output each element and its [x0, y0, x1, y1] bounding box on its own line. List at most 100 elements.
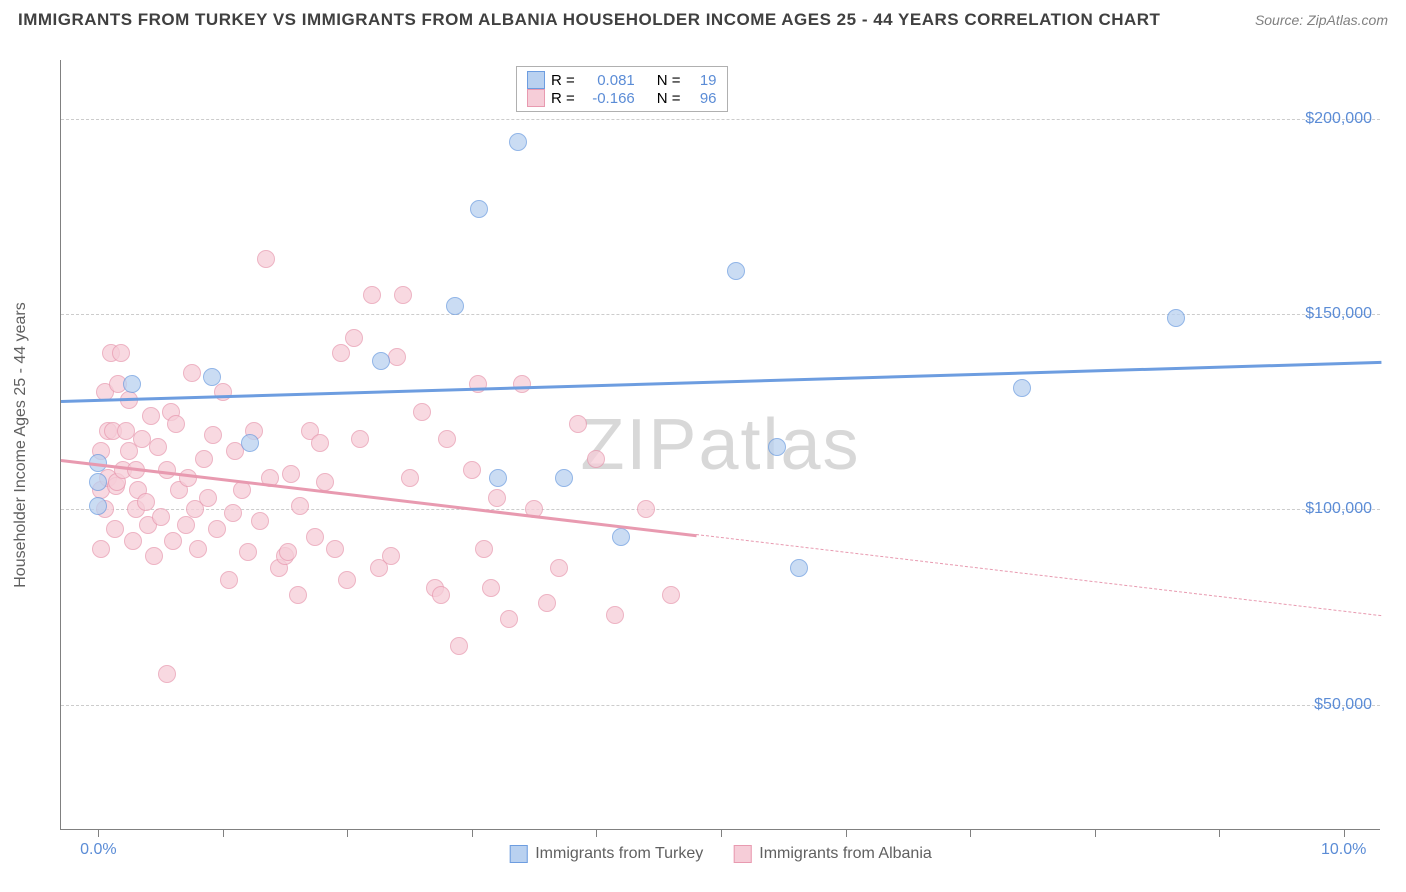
x-tick — [472, 829, 473, 837]
scatter-point — [251, 512, 269, 530]
scatter-point — [89, 497, 107, 515]
scatter-point — [89, 473, 107, 491]
legend-label: Immigrants from Albania — [759, 845, 932, 863]
scatter-point — [177, 516, 195, 534]
scatter-point — [438, 430, 456, 448]
scatter-point — [195, 450, 213, 468]
y-tick-label: $150,000 — [1305, 305, 1372, 323]
trend-line — [61, 361, 1381, 403]
x-tick — [1219, 829, 1220, 837]
scatter-point — [489, 469, 507, 487]
scatter-point — [158, 665, 176, 683]
n-value: 96 — [687, 90, 717, 107]
scatter-point — [469, 375, 487, 393]
x-tick — [1095, 829, 1096, 837]
legend-swatch — [509, 845, 527, 863]
scatter-point — [167, 415, 185, 433]
scatter-point — [382, 547, 400, 565]
scatter-point — [372, 352, 390, 370]
title-bar: IMMIGRANTS FROM TURKEY VS IMMIGRANTS FRO… — [18, 10, 1388, 30]
scatter-point — [555, 469, 573, 487]
scatter-point — [123, 375, 141, 393]
correlation-legend: R = 0.081 N = 19 R = -0.166 N = 96 — [516, 66, 728, 112]
scatter-point — [569, 415, 587, 433]
scatter-point — [316, 473, 334, 491]
scatter-point — [351, 430, 369, 448]
gridline-h — [61, 509, 1380, 510]
scatter-point — [363, 286, 381, 304]
scatter-point — [106, 520, 124, 538]
n-value: 19 — [687, 72, 717, 89]
watermark: ZIPatlas — [580, 404, 860, 486]
scatter-point — [214, 383, 232, 401]
x-tick — [846, 829, 847, 837]
scatter-point — [189, 540, 207, 558]
scatter-point — [1167, 309, 1185, 327]
scatter-point — [388, 348, 406, 366]
y-tick-label: $200,000 — [1305, 110, 1372, 128]
x-tick — [1344, 829, 1345, 837]
scatter-point — [220, 571, 238, 589]
scatter-point — [241, 434, 259, 452]
gridline-h — [61, 705, 1380, 706]
scatter-point — [345, 329, 363, 347]
scatter-point — [311, 434, 329, 452]
scatter-point — [279, 543, 297, 561]
legend-label: Immigrants from Turkey — [535, 845, 703, 863]
scatter-point — [112, 344, 130, 362]
scatter-point — [124, 532, 142, 550]
legend-swatch — [527, 89, 545, 107]
scatter-point — [257, 250, 275, 268]
scatter-point — [149, 438, 167, 456]
y-tick-label: $100,000 — [1305, 500, 1372, 518]
plot-area: ZIPatlas Householder Income Ages 25 - 44… — [60, 60, 1380, 830]
scatter-point — [768, 438, 786, 456]
scatter-point — [282, 465, 300, 483]
scatter-point — [500, 610, 518, 628]
r-value: 0.081 — [581, 72, 635, 89]
scatter-point — [432, 586, 450, 604]
scatter-point — [488, 489, 506, 507]
scatter-point — [137, 493, 155, 511]
scatter-point — [291, 497, 309, 515]
scatter-point — [332, 344, 350, 362]
legend-swatch — [527, 71, 545, 89]
r-label: R = — [551, 72, 575, 89]
scatter-point — [92, 540, 110, 558]
scatter-point — [662, 586, 680, 604]
y-tick-label: $50,000 — [1314, 696, 1372, 714]
scatter-point — [199, 489, 217, 507]
legend-item: Immigrants from Turkey — [509, 845, 703, 863]
source-label: Source: ZipAtlas.com — [1255, 12, 1388, 28]
scatter-point — [450, 637, 468, 655]
scatter-point — [550, 559, 568, 577]
scatter-point — [326, 540, 344, 558]
scatter-point — [142, 407, 160, 425]
x-tick — [98, 829, 99, 837]
scatter-point — [203, 368, 221, 386]
n-label: N = — [657, 90, 681, 107]
scatter-point — [152, 508, 170, 526]
scatter-point — [204, 426, 222, 444]
x-tick — [347, 829, 348, 837]
legend-row: R = 0.081 N = 19 — [527, 71, 717, 89]
scatter-point — [790, 559, 808, 577]
scatter-point — [289, 586, 307, 604]
scatter-point — [1013, 379, 1031, 397]
series-legend: Immigrants from Turkey Immigrants from Al… — [509, 845, 932, 863]
r-value: -0.166 — [581, 90, 635, 107]
scatter-point — [606, 606, 624, 624]
legend-row: R = -0.166 N = 96 — [527, 89, 717, 107]
scatter-point — [208, 520, 226, 538]
scatter-point — [224, 504, 242, 522]
r-label: R = — [551, 90, 575, 107]
x-tick-label: 10.0% — [1321, 841, 1366, 859]
scatter-point — [164, 532, 182, 550]
n-label: N = — [657, 72, 681, 89]
scatter-point — [183, 364, 201, 382]
scatter-point — [612, 528, 630, 546]
x-tick — [223, 829, 224, 837]
scatter-point — [475, 540, 493, 558]
x-tick — [721, 829, 722, 837]
scatter-point — [145, 547, 163, 565]
